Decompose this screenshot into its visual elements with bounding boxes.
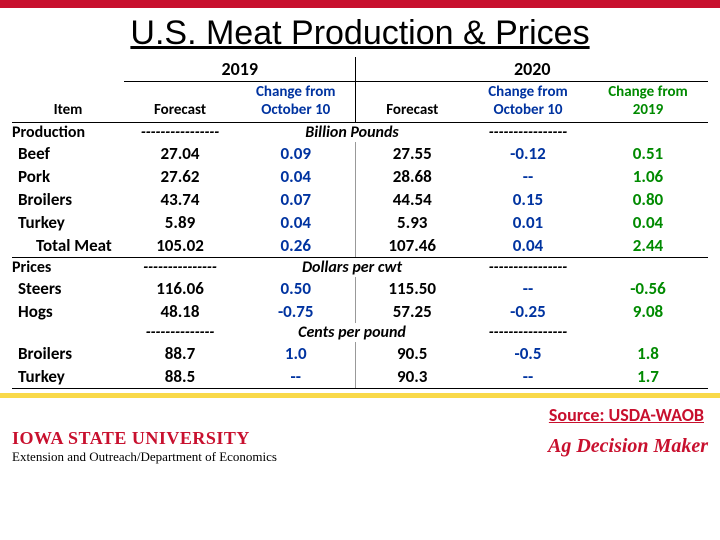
cell: 0.04	[236, 211, 356, 234]
footer: IOWA STATE UNIVERSITY Extension and Outr…	[0, 428, 720, 471]
hdr-forecast-1: Forecast	[124, 82, 236, 123]
cell: 28.68	[356, 165, 468, 188]
row-item: Pork	[12, 165, 124, 188]
table-row: Turkey 5.89 0.04 5.93 0.01 0.04	[12, 211, 708, 234]
year-header-row: 2019 2020	[12, 57, 708, 82]
year-2020: 2020	[356, 57, 708, 82]
dash: ---------------	[124, 258, 236, 278]
hdr-item: Item	[12, 82, 124, 123]
row-item: Turkey	[12, 365, 124, 389]
year-2019: 2019	[124, 57, 356, 82]
cell: 44.54	[356, 188, 468, 211]
table-row: Broilers 43.74 0.07 44.54 0.15 0.80	[12, 188, 708, 211]
cell: 0.04	[468, 234, 588, 258]
cell: 1.8	[588, 342, 708, 365]
row-item: Broilers	[12, 188, 124, 211]
cell: 0.80	[588, 188, 708, 211]
cell: 27.62	[124, 165, 236, 188]
top-red-bar	[0, 0, 720, 8]
cell: 88.5	[124, 365, 236, 389]
cell: 5.93	[356, 211, 468, 234]
university-logo: IOWA STATE UNIVERSITY	[12, 428, 277, 449]
table-row: Hogs 48.18 -0.75 57.25 -0.25 9.08	[12, 300, 708, 323]
footer-left: IOWA STATE UNIVERSITY Extension and Outr…	[12, 428, 277, 465]
column-header-row: Item Forecast Change from October 10 For…	[12, 82, 708, 123]
cell: 115.50	[356, 277, 468, 300]
cell: 0.51	[588, 142, 708, 165]
data-table-wrap: 2019 2020 Item Forecast Change from Octo…	[0, 57, 720, 389]
cell: --	[468, 165, 588, 188]
hdr-change-year: Change from 2019	[588, 82, 708, 123]
cell: 0.04	[236, 165, 356, 188]
cell: 2.44	[588, 234, 708, 258]
production-label: Production	[12, 123, 124, 143]
cell: -0.75	[236, 300, 356, 323]
cell: 43.74	[124, 188, 236, 211]
table-row: Pork 27.62 0.04 28.68 -- 1.06	[12, 165, 708, 188]
department-label: Extension and Outreach/Department of Eco…	[12, 449, 277, 465]
dash: ----------------	[468, 258, 588, 278]
page-title: U.S. Meat Production & Prices	[0, 8, 720, 57]
cents-unit: Cents per pound	[236, 323, 468, 342]
cell: 0.50	[236, 277, 356, 300]
cents-separator: -------------- Cents per pound ---------…	[12, 323, 708, 342]
cell: 105.02	[124, 234, 236, 258]
cell: 27.55	[356, 142, 468, 165]
cell: -0.25	[468, 300, 588, 323]
cell: --	[468, 365, 588, 389]
prices-separator: Prices --------------- Dollars per cwt -…	[12, 258, 708, 278]
cell: 27.04	[124, 142, 236, 165]
dash: --------------	[124, 323, 236, 342]
production-separator: Production ---------------- Billion Poun…	[12, 123, 708, 143]
cell: 9.08	[588, 300, 708, 323]
production-unit: Billion Pounds	[236, 123, 468, 143]
row-item: Total Meat	[12, 234, 124, 258]
cell: 57.25	[356, 300, 468, 323]
cell: 1.0	[236, 342, 356, 365]
prices-label: Prices	[12, 258, 124, 278]
dash: ----------------	[124, 123, 236, 143]
cell: --	[236, 365, 356, 389]
cell: -0.56	[588, 277, 708, 300]
cell: 0.01	[468, 211, 588, 234]
cell: -0.5	[468, 342, 588, 365]
cell: 0.26	[236, 234, 356, 258]
cell: 1.06	[588, 165, 708, 188]
row-item: Broilers	[12, 342, 124, 365]
cell: 90.3	[356, 365, 468, 389]
cell: 0.09	[236, 142, 356, 165]
cell: 48.18	[124, 300, 236, 323]
table-row: Total Meat 105.02 0.26 107.46 0.04 2.44	[12, 234, 708, 258]
row-item: Beef	[12, 142, 124, 165]
row-item: Hogs	[12, 300, 124, 323]
dash: ----------------	[468, 123, 588, 143]
table-row: Turkey 88.5 -- 90.3 -- 1.7	[12, 365, 708, 389]
meat-table: 2019 2020 Item Forecast Change from Octo…	[12, 57, 708, 389]
cell: 1.7	[588, 365, 708, 389]
cell: -0.12	[468, 142, 588, 165]
cell: 90.5	[356, 342, 468, 365]
source-label: Source: USDA-WAOB	[0, 398, 720, 428]
hdr-change-oct-2: Change from October 10	[468, 82, 588, 123]
cell: 0.07	[236, 188, 356, 211]
row-item: Steers	[12, 277, 124, 300]
cell: 5.89	[124, 211, 236, 234]
prices-unit: Dollars per cwt	[236, 258, 468, 278]
hdr-change-oct-1: Change from October 10	[236, 82, 356, 123]
cell: 0.04	[588, 211, 708, 234]
cell: 88.7	[124, 342, 236, 365]
table-row: Broilers 88.7 1.0 90.5 -0.5 1.8	[12, 342, 708, 365]
hdr-forecast-2: Forecast	[356, 82, 468, 123]
ag-decision-maker-brand: Ag Decision Maker	[548, 435, 708, 458]
dash: ----------------	[468, 323, 588, 342]
table-row: Beef 27.04 0.09 27.55 -0.12 0.51	[12, 142, 708, 165]
table-row: Steers 116.06 0.50 115.50 -- -0.56	[12, 277, 708, 300]
cell: --	[468, 277, 588, 300]
row-item: Turkey	[12, 211, 124, 234]
cell: 116.06	[124, 277, 236, 300]
cell: 0.15	[468, 188, 588, 211]
cell: 107.46	[356, 234, 468, 258]
